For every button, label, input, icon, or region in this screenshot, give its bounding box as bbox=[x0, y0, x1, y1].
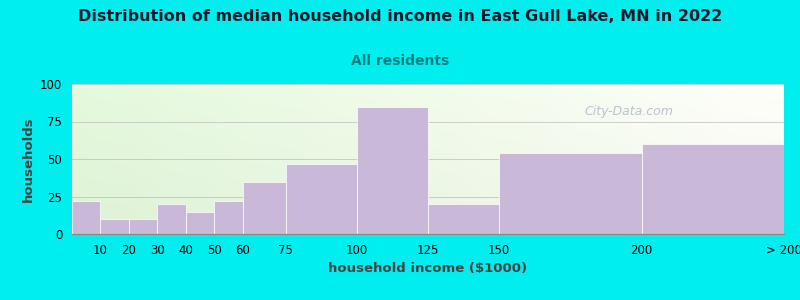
Bar bbox=[214, 201, 243, 234]
Text: Distribution of median household income in East Gull Lake, MN in 2022: Distribution of median household income … bbox=[78, 9, 722, 24]
Bar bbox=[357, 106, 428, 234]
Bar bbox=[129, 219, 158, 234]
Bar bbox=[243, 182, 286, 234]
Bar bbox=[186, 212, 214, 234]
Text: City-Data.com: City-Data.com bbox=[585, 104, 674, 118]
Bar bbox=[101, 219, 129, 234]
Y-axis label: households: households bbox=[22, 116, 34, 202]
Bar bbox=[499, 153, 642, 234]
Text: All residents: All residents bbox=[351, 54, 449, 68]
Bar bbox=[72, 201, 101, 234]
X-axis label: household income ($1000): household income ($1000) bbox=[329, 262, 527, 275]
Bar bbox=[158, 204, 186, 234]
Bar bbox=[642, 144, 784, 234]
Bar bbox=[428, 204, 499, 234]
Bar bbox=[286, 164, 357, 234]
